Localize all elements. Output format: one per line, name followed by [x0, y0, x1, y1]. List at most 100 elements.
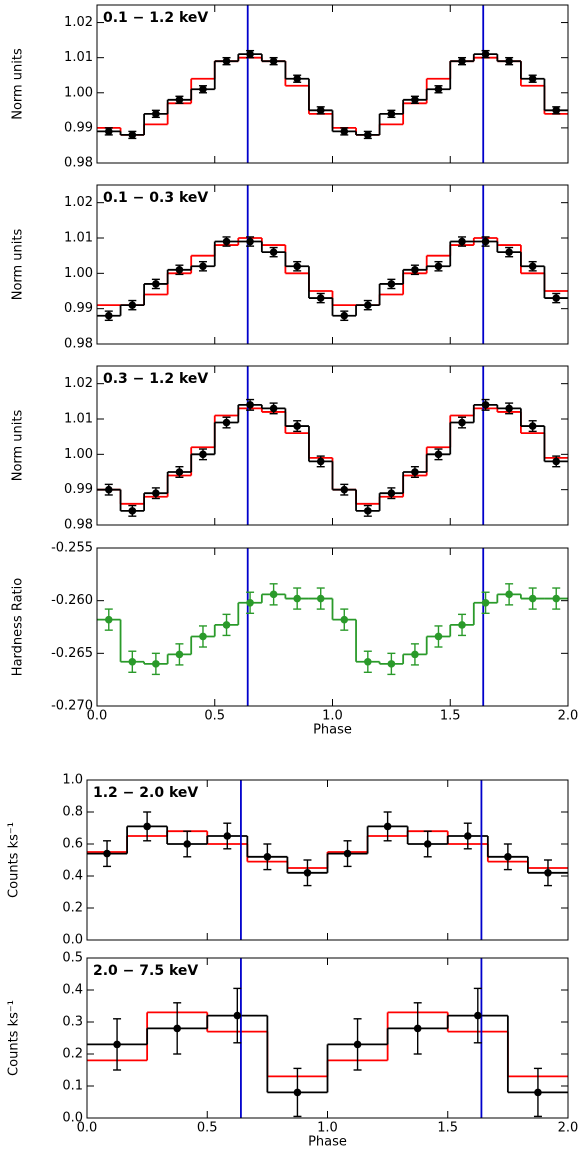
- y-tick-label: -0.260: [51, 593, 93, 608]
- data-point: [103, 849, 111, 858]
- y-tick-label: 1.01: [64, 412, 93, 427]
- data-point: [293, 422, 301, 430]
- data-point: [481, 598, 490, 607]
- data-point: [552, 594, 561, 603]
- data-point: [411, 468, 419, 476]
- y-tick-label: 1.01: [64, 231, 93, 246]
- data-point: [340, 311, 349, 320]
- data-point: [303, 869, 312, 877]
- data-point: [128, 301, 137, 309]
- data-point: [474, 1011, 482, 1020]
- y-axis-label: Counts ks⁻¹: [7, 1000, 22, 1076]
- data-point: [340, 485, 349, 494]
- data-point: [387, 280, 396, 288]
- plot-frame: [86, 779, 569, 941]
- y-axis-label: Norm units: [11, 229, 26, 301]
- data-point: [222, 237, 231, 246]
- y-tick-label: 1.0: [62, 773, 83, 788]
- plot-frame: [96, 547, 569, 707]
- x-axis-label: Phase: [313, 723, 352, 738]
- y-tick-label: 0.98: [64, 156, 93, 171]
- panel: 0.98 0.99 1.00 1.01 1.02 0.1 − 1.2 keV Norm un…: [11, 4, 569, 171]
- data-point: [528, 74, 537, 83]
- data-point: [364, 301, 372, 309]
- data-point: [528, 262, 537, 271]
- x-tick-label: 1.5: [440, 709, 461, 724]
- data-point: [316, 594, 325, 603]
- data-point: [434, 632, 443, 641]
- data-point: [246, 401, 254, 409]
- data-point: [481, 401, 490, 409]
- panel: -0.270 -0.265 -0.260 -0.255 0.0 0.5 1.0 1.5 2.0 H…: [11, 541, 579, 738]
- data-point: [152, 280, 160, 288]
- data-point: [269, 590, 278, 599]
- data-point: [233, 1011, 242, 1020]
- y-axis-label: Hardness Ratio: [11, 578, 26, 676]
- panel-title: 0.3 − 1.2 keV: [103, 371, 208, 387]
- data-point: [463, 832, 472, 840]
- data-point: [293, 74, 301, 83]
- data-point: [104, 615, 113, 624]
- data-point: [411, 650, 419, 659]
- y-tick-label: 0.98: [64, 337, 93, 352]
- data-point: [544, 869, 552, 877]
- y-tick-label: 0.4: [62, 869, 83, 884]
- y-tick-label: 0.98: [64, 518, 93, 533]
- y-tick-label: 0.8: [62, 805, 83, 820]
- data-point: [534, 1088, 542, 1097]
- y-tick-label: 1.01: [64, 50, 93, 65]
- data-point: [528, 594, 537, 603]
- y-tick-label: 1.00: [64, 85, 93, 100]
- data-point: [152, 489, 160, 498]
- data-point: [128, 131, 137, 139]
- data-point: [143, 822, 151, 831]
- y-tick-label: 1.00: [64, 447, 93, 462]
- data-point: [199, 450, 207, 459]
- panel: 0.98 0.99 1.00 1.01 1.02 0.3 − 1.2 keV Norm un…: [11, 365, 569, 533]
- y-tick-label: 0.4: [62, 983, 83, 998]
- y-tick-label: 0.6: [62, 837, 83, 852]
- data-point: [505, 590, 513, 599]
- plot-frame: [96, 184, 569, 345]
- data-point: [364, 131, 372, 139]
- data-point: [458, 237, 466, 246]
- x-tick-label: 1.5: [437, 1121, 458, 1136]
- x-tick-label: 0.5: [204, 709, 225, 724]
- data-point: [183, 840, 192, 848]
- data-point: [104, 311, 113, 320]
- data-point: [222, 621, 231, 629]
- data-point: [293, 262, 301, 271]
- y-tick-label: 1.02: [64, 376, 93, 391]
- plot-frame: [96, 365, 569, 526]
- data-point: [199, 262, 207, 271]
- data-point: [316, 106, 325, 115]
- y-tick-label: 0.0: [62, 933, 83, 948]
- data-point: [528, 422, 537, 430]
- data-point: [246, 50, 254, 58]
- y-axis-label: Counts ks⁻¹: [7, 822, 22, 898]
- data-point: [263, 853, 272, 861]
- panel-title: 2.0 − 7.5 keV: [93, 963, 198, 979]
- y-tick-label: 0.2: [62, 901, 83, 916]
- y-tick-label: 0.99: [64, 482, 93, 497]
- y-tick-label: 0.99: [64, 301, 93, 316]
- y-tick-label: -0.255: [51, 541, 93, 556]
- data-point: [152, 660, 160, 668]
- data-point: [175, 96, 184, 104]
- data-point: [505, 57, 513, 65]
- y-tick-label: 0.3: [62, 1015, 83, 1030]
- data-point: [413, 1024, 422, 1033]
- data-point: [481, 50, 490, 58]
- panel: 0.0 0.1 0.2 0.3 0.4 0.5 0.0 0.5 1.0 1.5 2.0 2.0 − 7…: [7, 951, 579, 1150]
- data-point: [458, 621, 466, 629]
- data-point: [364, 507, 372, 515]
- x-axis-label: Phase: [308, 1135, 347, 1150]
- data-point: [128, 507, 137, 515]
- data-point: [113, 1040, 121, 1049]
- data-point: [269, 404, 278, 413]
- data-point: [173, 1024, 181, 1033]
- data-point: [364, 657, 372, 666]
- data-point: [505, 248, 513, 256]
- data-point: [387, 660, 396, 668]
- x-tick-label: 2.0: [558, 709, 579, 724]
